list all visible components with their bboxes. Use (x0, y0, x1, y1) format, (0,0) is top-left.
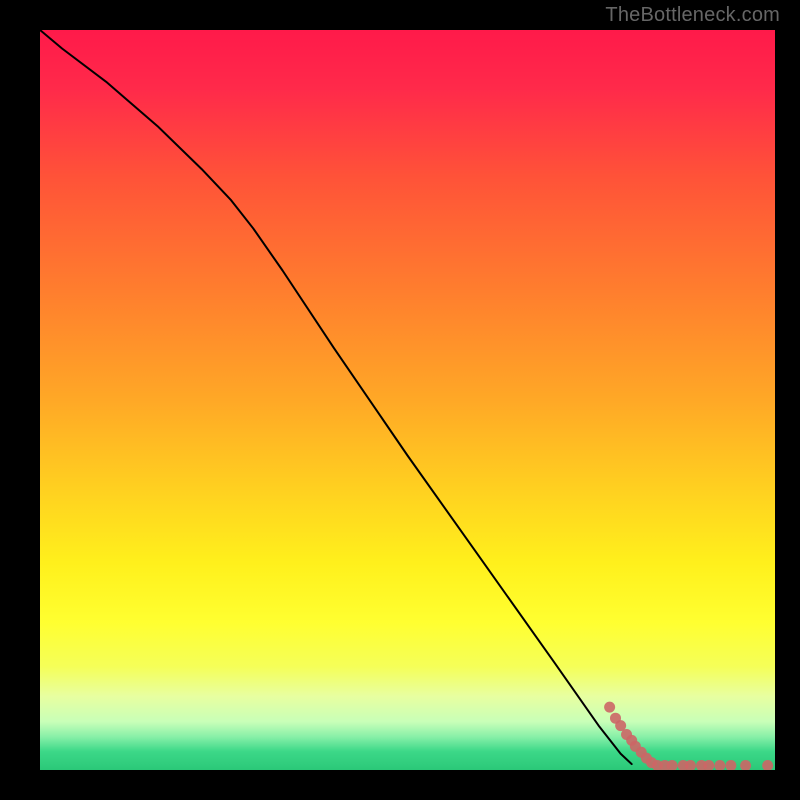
attribution-label: TheBottleneck.com (605, 4, 780, 27)
scatter-point (604, 702, 615, 713)
chart-frame: TheBottleneck.com (0, 0, 800, 800)
chart-svg (40, 30, 775, 770)
plot-area (40, 30, 775, 770)
gradient-background (40, 30, 775, 770)
